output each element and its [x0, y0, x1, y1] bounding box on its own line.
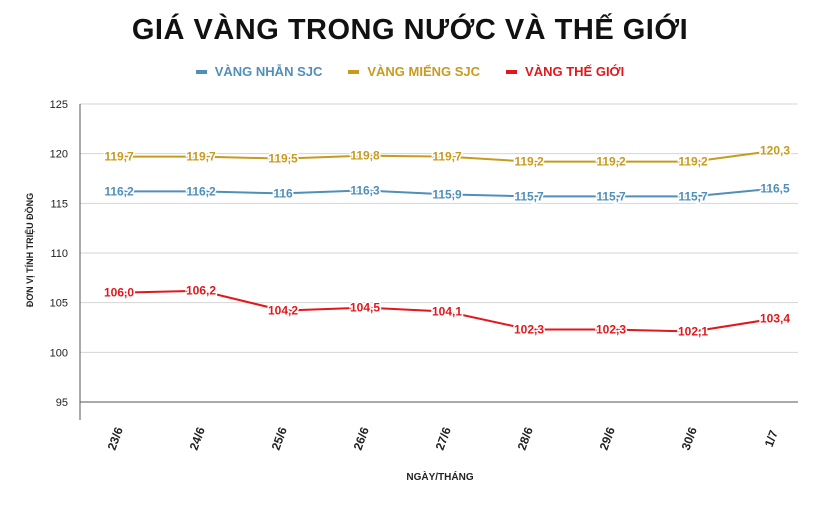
data-label: 102,3 [514, 322, 544, 336]
data-label: 104,5 [350, 301, 380, 315]
data-label: 119,7 [432, 150, 462, 164]
legend-item: VÀNG THẾ GIỚI [506, 64, 624, 79]
legend-swatch [195, 69, 207, 74]
data-label: 115,7 [678, 189, 708, 203]
data-label: 106,0 [104, 286, 134, 300]
data-label: 119,2 [678, 155, 708, 169]
legend: VÀNG NHẪN SJC VÀNG MIẾNG SJC VÀNG THẾ GIỚI [0, 64, 820, 79]
data-label: 119,8 [350, 149, 380, 163]
y-tick-label: 115 [50, 198, 68, 210]
legend-item: VÀNG MIẾNG SJC [348, 64, 480, 79]
data-label: 106,2 [186, 284, 216, 298]
data-label: 120,3 [760, 144, 790, 158]
series-line-3 [118, 289, 776, 333]
data-label: 104,1 [432, 305, 462, 319]
legend-label: VÀNG NHẪN SJC [214, 64, 323, 79]
y-tick-label: 95 [56, 397, 68, 409]
data-label: 102,3 [596, 322, 626, 336]
data-label: 119,5 [268, 152, 298, 166]
x-tick-label: 30/6 [679, 425, 700, 452]
x-tick-label: 25/6 [269, 425, 290, 452]
data-label: 116,2 [104, 184, 134, 198]
x-tick-label: 1/7 [762, 428, 781, 449]
legend-swatch [348, 69, 360, 74]
x-tick-label: 24/6 [187, 425, 208, 452]
y-tick-label: 110 [50, 248, 68, 260]
data-label: 116 [273, 186, 293, 200]
data-label: 116,5 [760, 181, 790, 195]
series-line-2 [119, 149, 776, 163]
y-tick-label: 120 [50, 149, 68, 161]
data-label: 119,7 [104, 150, 134, 164]
data-label: 115,7 [596, 189, 626, 203]
x-tick-label: 29/6 [597, 425, 618, 452]
data-label: 102,1 [678, 324, 708, 338]
data-label: 103,4 [760, 312, 790, 326]
legend-swatch [506, 69, 518, 74]
data-label: 119,2 [514, 155, 544, 169]
legend-label: VÀNG MIẾNG SJC [367, 64, 481, 79]
chart-title: GIÁ VÀNG TRONG NƯỚC VÀ THẾ GIỚI [131, 14, 689, 46]
data-label: 115,7 [514, 189, 544, 203]
data-label: 119,7 [186, 150, 216, 164]
data-label: 119,2 [596, 155, 626, 169]
x-tick-label: 26/6 [351, 425, 372, 452]
x-axis-label: NGÀY/THÁNG [406, 472, 474, 483]
series-line-1 [119, 187, 776, 198]
y-tick-label: 105 [50, 298, 68, 310]
y-tick-label: 100 [50, 347, 68, 359]
legend-item: VÀNG NHẪN SJC [195, 64, 323, 79]
data-label: 104,2 [268, 304, 298, 318]
x-tick-label: 23/6 [105, 425, 126, 452]
data-label: 115,9 [432, 187, 462, 201]
x-tick-label: 27/6 [433, 425, 454, 452]
x-tick-label: 28/6 [515, 425, 536, 452]
data-label: 116,3 [350, 183, 380, 197]
y-tick-label: 125 [50, 99, 68, 111]
data-label: 116,2 [186, 184, 216, 198]
legend-label: VÀNG THẾ GIỚI [525, 64, 625, 79]
